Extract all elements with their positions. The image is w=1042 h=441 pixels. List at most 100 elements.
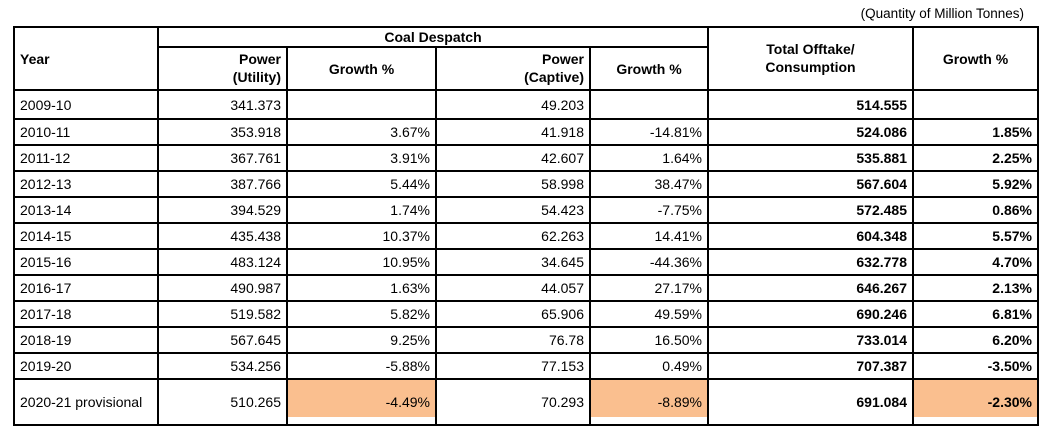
growth-total-cell: 5.92% <box>912 170 1039 198</box>
power-captive-cell: 77.153 <box>435 352 591 380</box>
growth-captive-cell: -8.89% <box>589 378 709 426</box>
total-offtake-cell: 646.267 <box>707 274 914 302</box>
power-captive-cell: 70.293 <box>435 378 591 426</box>
growth-captive-cell <box>589 89 709 120</box>
power-utility-line1: Power <box>238 51 281 67</box>
total-offtake-cell: 514.555 <box>707 89 914 120</box>
year-cell: 2018-19 <box>13 326 159 354</box>
growth-captive-cell: -44.36% <box>589 248 709 276</box>
year-cell: 2011-12 <box>13 144 159 172</box>
power-captive-cell: 49.203 <box>435 89 591 120</box>
growth-total-cell: -2.30% <box>912 378 1039 426</box>
year-cell: 2019-20 <box>13 352 159 380</box>
table-row: 2017-18 519.582 5.82% 65.906 49.59% 690.… <box>13 300 1039 328</box>
growth-captive-cell: 14.41% <box>589 222 709 250</box>
growth-total-cell: 4.70% <box>912 248 1039 276</box>
year-cell: 2010-11 <box>13 118 159 146</box>
year-cell: 2016-17 <box>13 274 159 302</box>
col-header-growth-utility: Growth % <box>286 46 437 91</box>
col-header-total-offtake: Total Offtake/Consumption <box>707 26 914 91</box>
growth-utility-cell: 1.63% <box>286 274 437 302</box>
table-row: 2020-21 provisional 510.265 -4.49% 70.29… <box>13 378 1039 426</box>
power-captive-cell: 76.78 <box>435 326 591 354</box>
growth-utility-cell: -4.49% <box>286 378 437 426</box>
power-utility-cell: 435.438 <box>157 222 288 250</box>
growth-captive-cell: 0.49% <box>589 352 709 380</box>
growth-captive-cell: -14.81% <box>589 118 709 146</box>
col-header-year: Year <box>13 26 159 91</box>
growth-utility-cell: 10.37% <box>286 222 437 250</box>
power-utility-cell: 367.761 <box>157 144 288 172</box>
group-header-row: Year Coal Despatch Total Offtake/Consump… <box>13 26 1039 91</box>
year-cell: 2009-10 <box>13 89 159 120</box>
table-caption: (Quantity of Million Tonnes) <box>860 6 1024 21</box>
growth-utility-cell: 9.25% <box>286 326 437 354</box>
year-cell: 2012-13 <box>13 170 159 198</box>
growth-total-cell: 2.25% <box>912 144 1039 172</box>
total-offtake-cell: 632.778 <box>707 248 914 276</box>
sub-header-row: Power (Utility) Growth % Power (Captive) G… <box>14 46 1038 91</box>
power-captive-cell: 34.645 <box>435 248 591 276</box>
year-cell: 2014-15 <box>13 222 159 250</box>
power-captive-line1: Power <box>541 51 584 67</box>
table-row: 2012-13 387.766 5.44% 58.998 38.47% 567.… <box>13 170 1039 198</box>
growth-utility-cell: 3.67% <box>286 118 437 146</box>
table-row: 2014-15 435.438 10.37% 62.263 14.41% 604… <box>13 222 1039 250</box>
power-captive-cell: 42.607 <box>435 144 591 172</box>
power-captive-line2: (Captive) <box>524 68 584 85</box>
power-utility-cell: 483.124 <box>157 248 288 276</box>
power-utility-cell: 394.529 <box>157 196 288 224</box>
power-utility-cell: 567.645 <box>157 326 288 354</box>
growth-utility-cell: 1.74% <box>286 196 437 224</box>
col-header-growth-captive: Growth % <box>589 46 709 91</box>
growth-utility-cell: 10.95% <box>286 248 437 276</box>
growth-utility-cell: 3.91% <box>286 144 437 172</box>
total-offtake-cell: 604.348 <box>707 222 914 250</box>
growth-captive-cell: 27.17% <box>589 274 709 302</box>
growth-captive-cell: 16.50% <box>589 326 709 354</box>
col-header-power-captive: Power (Captive) <box>435 46 591 91</box>
total-offtake-cell: 524.086 <box>707 118 914 146</box>
total-offtake-cell: 690.246 <box>707 300 914 328</box>
growth-total-cell <box>912 89 1039 120</box>
growth-total-cell: 5.57% <box>912 222 1039 250</box>
growth-total-cell: 1.85% <box>912 118 1039 146</box>
total-offtake-cell: 733.014 <box>707 326 914 354</box>
total-offtake-line2: Consumption <box>765 58 856 75</box>
growth-utility-cell <box>286 89 437 120</box>
growth-captive-cell: 49.59% <box>589 300 709 328</box>
power-captive-cell: 41.918 <box>435 118 591 146</box>
year-cell: 2013-14 <box>13 196 159 224</box>
table-row: 2015-16 483.124 10.95% 34.645 -44.36% 63… <box>13 248 1039 276</box>
growth-utility-cell: 5.82% <box>286 300 437 328</box>
col-header-power-utility: Power (Utility) <box>157 46 288 91</box>
growth-captive-cell: 1.64% <box>589 144 709 172</box>
growth-total-cell: 2.13% <box>912 274 1039 302</box>
table-row: 2013-14 394.529 1.74% 54.423 -7.75% 572.… <box>13 196 1039 224</box>
year-cell: 2017-18 <box>13 300 159 328</box>
power-utility-cell: 341.373 <box>157 89 288 120</box>
table-row: 2019-20 534.256 -5.88% 77.153 0.49% 707.… <box>13 352 1039 380</box>
coal-despatch-table: Year Coal Despatch Total Offtake/Consump… <box>13 26 1039 426</box>
growth-total-cell: 0.86% <box>912 196 1039 224</box>
growth-captive-cell: 38.47% <box>589 170 709 198</box>
table-row: 2009-10 341.373 49.203 514.555 <box>13 89 1039 120</box>
power-utility-cell: 510.265 <box>157 378 288 426</box>
growth-total-cell: -3.50% <box>912 352 1039 380</box>
power-captive-cell: 58.998 <box>435 170 591 198</box>
growth-captive-cell: -7.75% <box>589 196 709 224</box>
total-offtake-line1: Total Offtake/ <box>766 41 855 57</box>
group-header-coal-despatch: Coal Despatch <box>157 26 709 48</box>
power-utility-cell: 387.766 <box>157 170 288 198</box>
growth-utility-cell: 5.44% <box>286 170 437 198</box>
year-cell: 2015-16 <box>13 248 159 276</box>
year-cell: 2020-21 provisional <box>13 378 159 426</box>
power-utility-line2: (Utility) <box>232 68 281 85</box>
total-offtake-cell: 572.485 <box>707 196 914 224</box>
table-row: 2016-17 490.987 1.63% 44.057 27.17% 646.… <box>13 274 1039 302</box>
power-utility-cell: 490.987 <box>157 274 288 302</box>
power-captive-cell: 54.423 <box>435 196 591 224</box>
power-utility-cell: 534.256 <box>157 352 288 380</box>
col-header-growth-total: Growth % <box>912 26 1039 91</box>
